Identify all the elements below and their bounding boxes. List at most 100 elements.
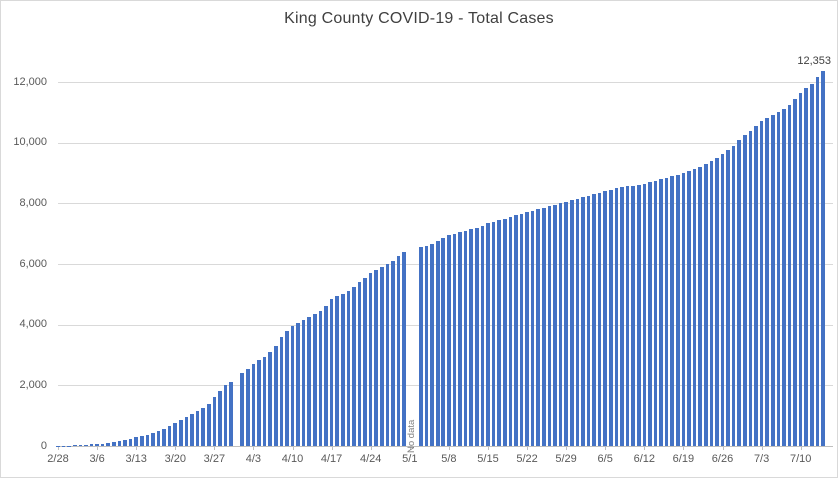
- x-tick-label: 5/22: [516, 453, 538, 465]
- bar-7/10: [798, 92, 803, 446]
- gridline: [58, 142, 833, 144]
- bar-5/27: [553, 204, 557, 446]
- bar-7/8: [787, 104, 792, 446]
- x-tick-mark: [566, 446, 568, 450]
- bar-5/14: [480, 226, 485, 446]
- x-tick-mark: [214, 446, 216, 450]
- bar-4/12: [301, 320, 306, 446]
- x-tick-mark: [683, 446, 685, 450]
- x-tick-label: 7/3: [753, 453, 770, 465]
- bar-4/9: [285, 331, 289, 446]
- x-tick-mark: [448, 446, 450, 450]
- bar-3/18: [162, 428, 166, 446]
- no-data-annotation: No data: [405, 419, 417, 453]
- bar-3/30: [229, 382, 233, 446]
- bar-7/11: [804, 88, 809, 446]
- bar-4/29: [396, 256, 401, 446]
- bar-5/4: [424, 245, 429, 446]
- x-tick-mark: [644, 446, 646, 450]
- gridline: [58, 82, 833, 83]
- bar-6/27: [726, 150, 730, 446]
- x-tick-label: 5/8: [441, 453, 457, 465]
- bar-7/12: [810, 83, 814, 446]
- x-tick-mark: [136, 446, 138, 450]
- x-tick-label: 7/10: [789, 453, 812, 465]
- bar-7/1: [748, 130, 753, 446]
- bar-6/19: [681, 173, 686, 446]
- x-tick-label: 5/1: [402, 453, 418, 465]
- bar-5/31: [575, 198, 580, 446]
- bar-3/28: [218, 391, 222, 446]
- bar-7/5: [770, 115, 775, 446]
- bar-4/25: [374, 270, 379, 446]
- y-tick-label: 4,000: [19, 318, 47, 331]
- bar-7/7: [782, 109, 786, 446]
- x-tick-mark: [527, 446, 529, 450]
- bar-5/17: [497, 220, 501, 446]
- x-tick-mark: [97, 446, 99, 450]
- bar-5/28: [558, 203, 563, 446]
- bar-6/4: [597, 192, 602, 446]
- x-tick-mark: [370, 446, 372, 450]
- bar-6/14: [653, 180, 658, 446]
- bar-4/30: [402, 251, 406, 446]
- bar-6/3: [592, 194, 596, 446]
- bar-6/2: [586, 195, 591, 446]
- bar-6/30: [743, 135, 747, 446]
- bar-4/14: [313, 314, 317, 446]
- bar-6/13: [648, 182, 652, 446]
- bar-4/17: [329, 298, 334, 446]
- bar-5/12: [469, 229, 473, 446]
- bar-6/29: [737, 139, 742, 446]
- x-tick-mark: [800, 446, 802, 450]
- bar-6/25: [715, 157, 719, 446]
- bar-4/10: [290, 326, 295, 446]
- bar-6/7: [614, 188, 619, 446]
- bar-5/20: [514, 215, 518, 446]
- y-tick-label: 2,000: [19, 378, 47, 391]
- bar-3/6: [95, 444, 99, 446]
- x-tick-label: 4/24: [359, 453, 382, 465]
- x-tick-mark: [253, 446, 255, 450]
- bar-5/9: [452, 233, 457, 446]
- bar-6/23: [703, 163, 708, 446]
- y-tick-label: 0: [40, 439, 47, 452]
- bar-6/15: [659, 179, 663, 446]
- bar-3/26: [206, 404, 211, 446]
- bar-4/7: [273, 345, 278, 446]
- bar-4/5: [262, 356, 267, 446]
- x-axis-line: [58, 446, 833, 447]
- bar-5/21: [519, 213, 524, 446]
- bar-3/12: [128, 438, 133, 446]
- bar-3/3: [78, 444, 83, 446]
- bar-7/13: [815, 77, 820, 446]
- x-tick-label: 6/26: [711, 453, 734, 465]
- bar-3/7: [100, 443, 105, 446]
- bar-5/24: [536, 209, 540, 446]
- bar-5/11: [463, 230, 468, 446]
- bar-4/4: [257, 359, 261, 446]
- bar-4/15: [318, 311, 323, 446]
- bar-4/20: [346, 291, 351, 446]
- bar-4/28: [391, 260, 395, 446]
- bar-3/15: [145, 434, 150, 446]
- bar-4/11: [296, 323, 300, 446]
- x-tick-label: 6/5: [597, 453, 613, 465]
- gridline: [58, 385, 833, 387]
- x-tick-mark: [292, 446, 294, 450]
- bar-4/16: [324, 306, 328, 446]
- bar-7/3: [759, 121, 764, 446]
- bar-3/24: [195, 410, 200, 446]
- bar-6/16: [664, 177, 669, 446]
- bar-3/21: [179, 419, 183, 446]
- bar-4/2: [246, 368, 250, 446]
- y-tick-label: 6,000: [19, 257, 47, 270]
- x-tick-label: 3/27: [203, 453, 226, 465]
- bar-3/14: [139, 435, 144, 446]
- x-tick-label: 5/15: [477, 453, 499, 465]
- max-value-label: 12,353: [797, 55, 831, 68]
- bar-4/23: [363, 277, 367, 446]
- bar-3/25: [201, 408, 205, 446]
- x-tick-label: 3/20: [164, 453, 186, 465]
